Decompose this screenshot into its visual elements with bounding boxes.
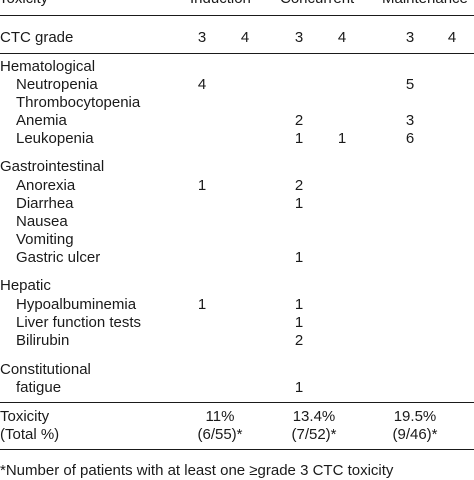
ctc-maintenance-grade-3: 3 (405, 29, 415, 46)
row-label-liver-function-tests: Liver function tests (16, 314, 142, 331)
section-constitutional: Constitutional (0, 361, 91, 378)
leukopenia-concurrent-3: 1 (294, 130, 304, 147)
total-label-percent: (Total %) (0, 426, 60, 443)
total-maintenance-percent: 19.5% (393, 408, 437, 425)
ctc-concurrent-grade-4: 4 (337, 29, 347, 46)
ctc-induction-grade-4: 4 (240, 29, 250, 46)
leukopenia-maintenance-3: 6 (405, 130, 415, 147)
section-hepatic: Hepatic (0, 277, 51, 294)
section-gastrointestinal: Gastrointestinal (0, 158, 105, 175)
hypoalbuminemia-induction-3: 1 (197, 296, 207, 313)
row-label-vomiting: Vomiting (16, 231, 74, 248)
anorexia-induction-3: 1 (197, 177, 207, 194)
row-label-hypoalbuminemia: Hypoalbuminemia (16, 296, 137, 313)
header-toxicity: Toxicity (0, 0, 48, 8)
ctc-rule (0, 53, 474, 54)
total-concurrent-ratio: (7/52)* (291, 426, 337, 443)
row-label-anemia: Anemia (16, 112, 67, 129)
section-hematological: Hematological (0, 58, 96, 75)
ctc-grade-label: CTC grade (0, 29, 74, 46)
bottom-rule (0, 449, 474, 450)
header-maintenance: Maintenance (382, 0, 468, 8)
diarrhea-concurrent-3: 1 (294, 195, 304, 212)
neutropenia-induction-3: 4 (197, 76, 207, 93)
fatigue-concurrent-3: 1 (294, 379, 304, 396)
ctc-concurrent-grade-3: 3 (294, 29, 304, 46)
ctc-maintenance-grade-4: 4 (447, 29, 457, 46)
row-label-thrombocytopenia: Thrombocytopenia (16, 94, 141, 111)
row-label-diarrhea: Diarrhea (16, 195, 74, 212)
header-induction: Induction (190, 0, 251, 8)
hypoalbuminemia-concurrent-3: 1 (294, 296, 304, 313)
row-label-bilirubin: Bilirubin (16, 332, 70, 349)
row-label-anorexia: Anorexia (16, 177, 76, 194)
gastric-ulcer-concurrent-3: 1 (294, 249, 304, 266)
bilirubin-concurrent-3: 2 (294, 332, 304, 349)
header-rule (0, 15, 474, 16)
anemia-maintenance-3: 3 (405, 112, 415, 129)
total-rule (0, 402, 474, 403)
total-induction-percent: 11% (205, 408, 235, 425)
neutropenia-maintenance-3: 5 (405, 76, 415, 93)
anemia-concurrent-3: 2 (294, 112, 304, 129)
liver-function-tests-concurrent-3: 1 (294, 314, 304, 331)
ctc-induction-grade-3: 3 (197, 29, 207, 46)
total-maintenance-ratio: (9/46)* (392, 426, 438, 443)
row-label-nausea: Nausea (16, 213, 68, 230)
row-label-neutropenia: Neutropenia (16, 76, 98, 93)
total-label-toxicity: Toxicity (0, 408, 50, 425)
row-label-leukopenia: Leukopenia (16, 130, 94, 147)
row-label-gastric-ulcer: Gastric ulcer (16, 249, 101, 266)
anorexia-concurrent-3: 2 (294, 177, 304, 194)
footnote: *Number of patients with at least one ≥g… (0, 462, 394, 479)
header-concurrent: Concurrent (280, 0, 354, 8)
row-label-fatigue: fatigue (16, 379, 62, 396)
total-concurrent-percent: 13.4% (292, 408, 336, 425)
leukopenia-concurrent-4: 1 (337, 130, 347, 147)
total-induction-ratio: (6/55)* (197, 426, 243, 443)
